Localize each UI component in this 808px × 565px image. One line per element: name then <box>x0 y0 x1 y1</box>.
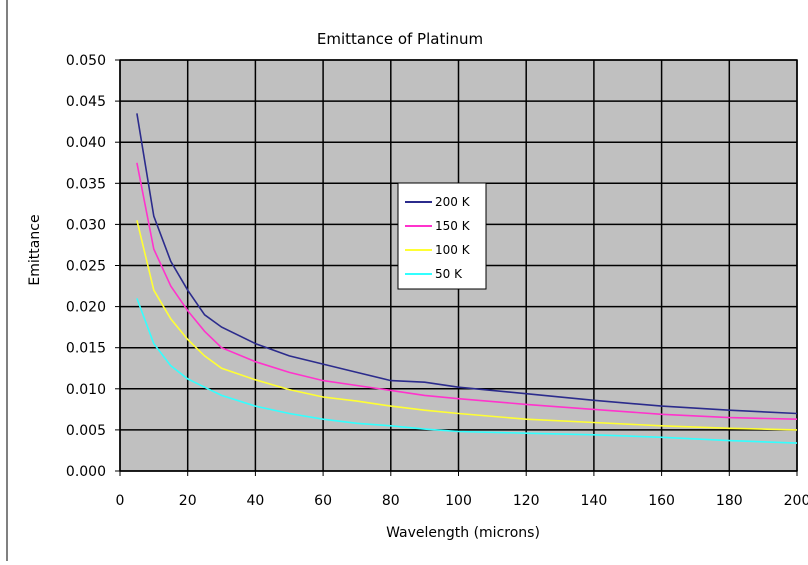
y-tick-label: 0.015 <box>66 341 106 357</box>
x-tick-label: 200 <box>784 493 808 509</box>
x-tick-label: 20 <box>179 493 197 509</box>
x-tick-label: 80 <box>382 493 400 509</box>
y-tick-label: 0.040 <box>66 135 106 151</box>
x-axis-ticks: 0 20 40 60 80 100 120 140 160 180 200 <box>116 471 808 509</box>
y-tick-label: 0.025 <box>66 259 106 275</box>
y-tick-label: 0.005 <box>66 423 106 439</box>
y-tick-label: 0.030 <box>66 217 106 233</box>
legend-label: 50 K <box>435 267 463 281</box>
series-lines <box>136 113 798 444</box>
x-tick-label: 0 <box>116 493 125 509</box>
y-axis-ticks: 0.000 0.005 0.010 0.015 0.020 0.025 0.030 0.035… <box>66 53 120 480</box>
x-tick-label: 120 <box>513 493 540 509</box>
y-axis-label: Emittance <box>27 214 43 285</box>
legend-label: 200 K <box>435 195 471 209</box>
x-tick-label: 100 <box>445 493 472 509</box>
x-tick-label: 40 <box>246 493 264 509</box>
y-tick-label: 0.045 <box>66 94 106 110</box>
x-tick-label: 180 <box>716 493 743 509</box>
x-axis-label: Wavelength (microns) <box>386 525 540 541</box>
x-tick-label: 60 <box>314 493 332 509</box>
legend-label: 100 K <box>435 243 471 257</box>
y-tick-label: 0.010 <box>66 382 106 398</box>
chart-title: Emittance of Platinum <box>317 30 483 48</box>
y-tick-label: 0.000 <box>66 464 106 480</box>
x-tick-label: 140 <box>581 493 608 509</box>
series-line <box>136 298 798 444</box>
series-line <box>136 162 798 420</box>
legend: 200 K 150 K 100 K 50 K <box>397 182 487 290</box>
series-line <box>136 220 798 431</box>
y-tick-label: 0.020 <box>66 300 106 316</box>
legend-box <box>397 182 487 290</box>
y-tick-label: 0.035 <box>66 176 106 192</box>
x-tick-label: 160 <box>648 493 675 509</box>
series-line <box>136 113 798 415</box>
legend-items: 200 K 150 K 100 K 50 K <box>405 195 471 281</box>
y-tick-label: 0.050 <box>66 53 106 69</box>
legend-label: 150 K <box>435 219 471 233</box>
